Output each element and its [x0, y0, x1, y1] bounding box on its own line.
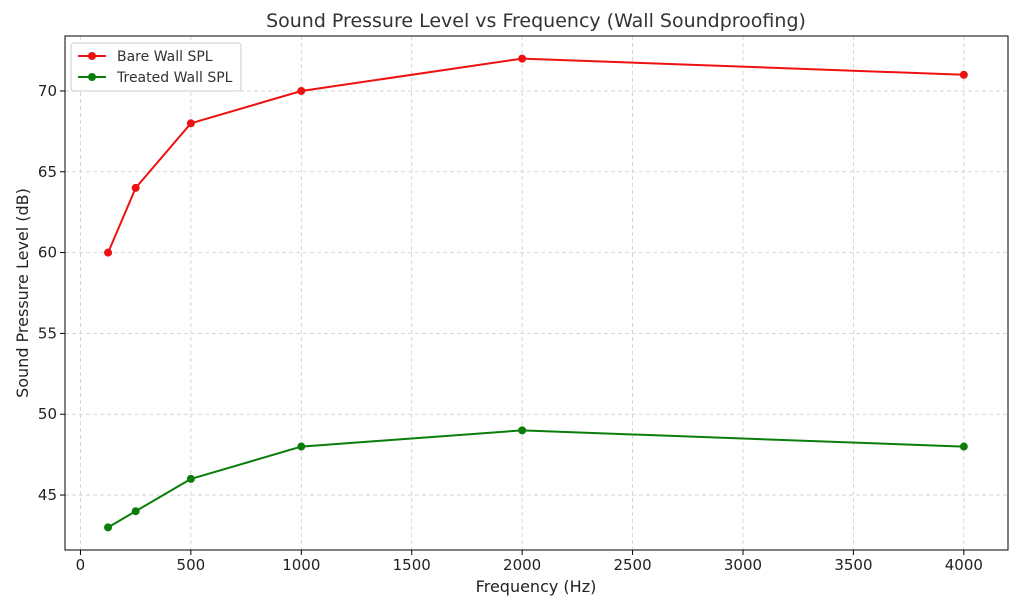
x-tick-label: 1000 [282, 556, 320, 574]
data-point-series-0 [959, 70, 968, 79]
x-tick-label: 4000 [945, 556, 983, 574]
chart-title: Sound Pressure Level vs Frequency (Wall … [266, 10, 806, 32]
x-tick-label: 3500 [834, 556, 872, 574]
data-point-series-0 [518, 54, 527, 63]
y-tick-label: 45 [38, 486, 57, 504]
data-point-series-1 [518, 426, 527, 435]
plot-frame [64, 35, 1009, 551]
legend: Bare Wall SPL Treated Wall SPL [70, 42, 242, 92]
legend-label-treated-wall: Treated Wall SPL [116, 70, 233, 86]
y-tick-label: 50 [38, 405, 57, 423]
legend-marker-bare-wall [88, 52, 96, 60]
x-tick-label: 2500 [613, 556, 651, 574]
data-point-series-0 [104, 248, 113, 257]
data-point-series-1 [297, 442, 306, 451]
y-tick-label: 70 [38, 82, 57, 100]
data-point-series-1 [104, 523, 113, 532]
legend-marker-treated-wall [88, 73, 96, 81]
series-line-0 [107, 57, 964, 253]
y-axis-label: Sound Pressure Level (dB) [13, 188, 32, 398]
data-point-series-1 [131, 507, 140, 516]
y-tick-label: 60 [38, 244, 57, 262]
legend-label-bare-wall: Bare Wall SPL [117, 49, 213, 65]
series-layer [104, 54, 968, 532]
data-point-series-1 [186, 474, 195, 483]
y-tick-label: 65 [38, 163, 57, 181]
data-point-series-1 [959, 442, 968, 451]
x-tick-label: 2000 [503, 556, 541, 574]
x-tick-label: 0 [76, 556, 86, 574]
x-tick-label: 1500 [393, 556, 431, 574]
data-point-series-0 [131, 183, 140, 192]
y-tick-label: 55 [38, 324, 57, 342]
legend-box [70, 42, 242, 92]
data-point-series-0 [186, 119, 195, 128]
series-line-1 [107, 429, 964, 529]
x-tick-label: 500 [177, 556, 206, 574]
axis-ticks: 0 500 1000 1500 2000 2500 3000 3500 4000 45 50 55 60… [38, 82, 983, 574]
x-axis-label: Frequency (Hz) [476, 577, 597, 596]
data-point-series-0 [297, 86, 306, 95]
x-tick-label: 3000 [724, 556, 762, 574]
grid-lines [65, 36, 1008, 550]
